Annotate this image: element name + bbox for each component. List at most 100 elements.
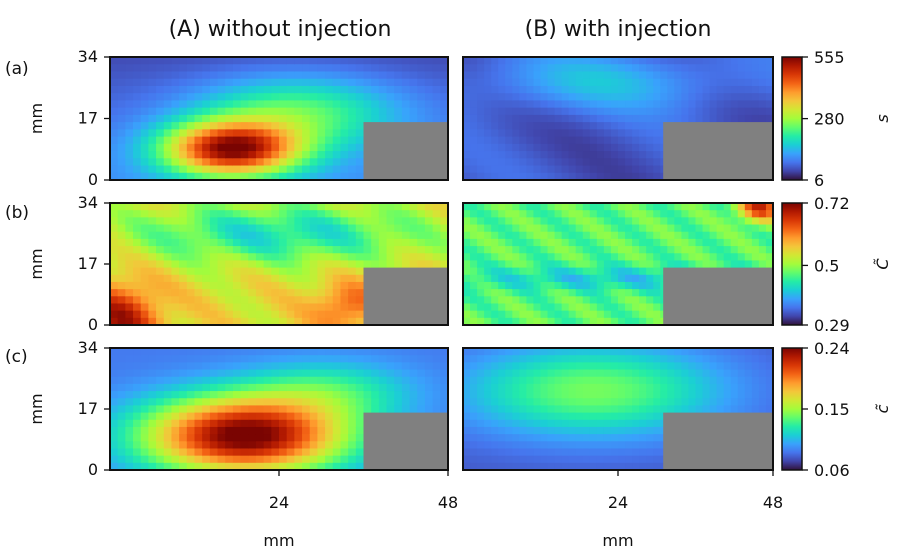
heatmap-cell bbox=[156, 383, 165, 392]
heatmap-cell bbox=[484, 129, 492, 138]
heatmap-cell bbox=[526, 317, 535, 326]
heatmap-cell bbox=[163, 136, 173, 145]
heatmap-cell bbox=[240, 355, 249, 363]
heatmap-cell bbox=[302, 107, 311, 116]
heatmap-cell bbox=[512, 85, 520, 94]
heatmap-cell bbox=[202, 165, 211, 174]
heatmap-cell bbox=[163, 231, 173, 240]
heatmap-cell bbox=[540, 260, 549, 269]
heatmap-cell bbox=[186, 136, 196, 145]
heatmap-cell bbox=[110, 158, 119, 167]
heatmap-cell bbox=[596, 100, 605, 109]
heatmap-cell bbox=[179, 455, 188, 464]
heatmap-cell bbox=[225, 129, 234, 138]
heatmap-cell bbox=[394, 238, 403, 247]
heatmap-cell bbox=[491, 78, 499, 87]
heatmap-cell bbox=[709, 398, 718, 407]
heatmap-cell bbox=[596, 210, 605, 218]
heatmap-cell bbox=[156, 405, 165, 414]
heatmap-cell bbox=[653, 224, 661, 233]
heatmap-cell bbox=[355, 426, 365, 435]
heatmap-cell bbox=[519, 238, 528, 247]
heatmap-cell bbox=[758, 253, 767, 262]
heatmap-cell bbox=[133, 238, 142, 247]
heatmap-cell bbox=[232, 281, 242, 290]
heatmap-cell bbox=[186, 355, 196, 363]
heatmap-cell bbox=[117, 296, 126, 305]
heatmap-cell bbox=[533, 93, 542, 102]
heatmap-cell bbox=[186, 122, 196, 130]
heatmap-cell bbox=[575, 151, 584, 159]
heatmap-cell bbox=[186, 231, 196, 240]
heatmap-cell bbox=[156, 376, 165, 385]
heatmap-cell bbox=[355, 369, 365, 378]
heatmap-cell bbox=[632, 296, 640, 305]
heatmap-cell bbox=[554, 303, 563, 312]
heatmap-cell bbox=[401, 260, 411, 269]
heatmap-cell bbox=[765, 405, 774, 414]
heatmap-cell bbox=[744, 238, 753, 247]
heatmap-cell bbox=[625, 71, 633, 80]
heatmap-cell bbox=[568, 143, 577, 152]
heatmap-cell bbox=[716, 376, 725, 385]
heatmap-cell bbox=[209, 107, 219, 116]
heatmap-cell bbox=[133, 246, 142, 254]
heatmap-cell bbox=[125, 217, 134, 226]
heatmap-cell bbox=[632, 260, 640, 269]
heatmap-cell bbox=[125, 71, 134, 80]
heatmap-cell bbox=[163, 383, 173, 392]
heatmap-cell bbox=[286, 253, 295, 262]
heatmap-cell bbox=[618, 274, 626, 283]
heatmap-cell bbox=[348, 289, 357, 297]
heatmap-cell bbox=[202, 448, 211, 457]
heatmap-cell bbox=[575, 398, 584, 407]
heatmap-cell bbox=[491, 355, 499, 363]
heatmap-cell bbox=[163, 317, 173, 326]
heatmap-cell bbox=[758, 210, 767, 218]
heatmap-cell bbox=[660, 369, 668, 378]
heatmap-cell bbox=[317, 203, 326, 211]
heatmap-cell bbox=[568, 210, 577, 218]
heatmap-cell bbox=[255, 455, 265, 464]
heatmap-cell bbox=[348, 78, 357, 87]
heatmap-cell bbox=[110, 143, 119, 152]
heatmap-cell bbox=[632, 143, 640, 152]
heatmap-cell bbox=[463, 448, 471, 457]
heatmap-cell bbox=[554, 100, 563, 109]
heatmap-cell bbox=[526, 231, 535, 240]
heatmap-cell bbox=[561, 238, 570, 247]
heatmap-cell bbox=[263, 165, 272, 174]
heatmap-cell bbox=[646, 260, 654, 269]
heatmap-cell bbox=[332, 122, 342, 130]
heatmap-cell bbox=[554, 71, 563, 80]
heatmap-cell bbox=[688, 85, 697, 94]
heatmap-cell bbox=[596, 434, 605, 442]
heatmap-cell bbox=[225, 405, 234, 414]
heatmap-cell bbox=[702, 376, 711, 385]
heatmap-cell bbox=[512, 462, 520, 471]
heatmap-cell bbox=[202, 107, 211, 116]
heatmap-cell bbox=[332, 246, 342, 254]
heatmap-cell bbox=[286, 172, 295, 181]
heatmap-cell bbox=[625, 85, 633, 94]
heatmap-cell bbox=[632, 217, 640, 226]
heatmap-cell bbox=[477, 376, 485, 385]
heatmap-cell bbox=[751, 391, 760, 399]
heatmap-cell bbox=[348, 296, 357, 305]
heatmap-cell bbox=[540, 434, 549, 442]
heatmap-cell bbox=[470, 122, 478, 130]
heatmap-cell bbox=[110, 310, 119, 319]
heatmap-cell bbox=[716, 362, 725, 371]
heatmap-cell bbox=[332, 172, 342, 181]
heatmap-cell bbox=[302, 267, 311, 276]
heatmap-cell bbox=[716, 246, 725, 254]
heatmap-cell bbox=[232, 85, 242, 94]
heatmap-cell bbox=[667, 203, 675, 211]
heatmap-cell bbox=[317, 448, 326, 457]
heatmap-cell bbox=[646, 143, 654, 152]
heatmap-cell bbox=[505, 143, 513, 152]
heatmap-cell bbox=[263, 231, 272, 240]
heatmap-cell bbox=[355, 405, 365, 414]
heatmap-cell bbox=[371, 107, 380, 116]
heatmap-cell bbox=[325, 383, 334, 392]
